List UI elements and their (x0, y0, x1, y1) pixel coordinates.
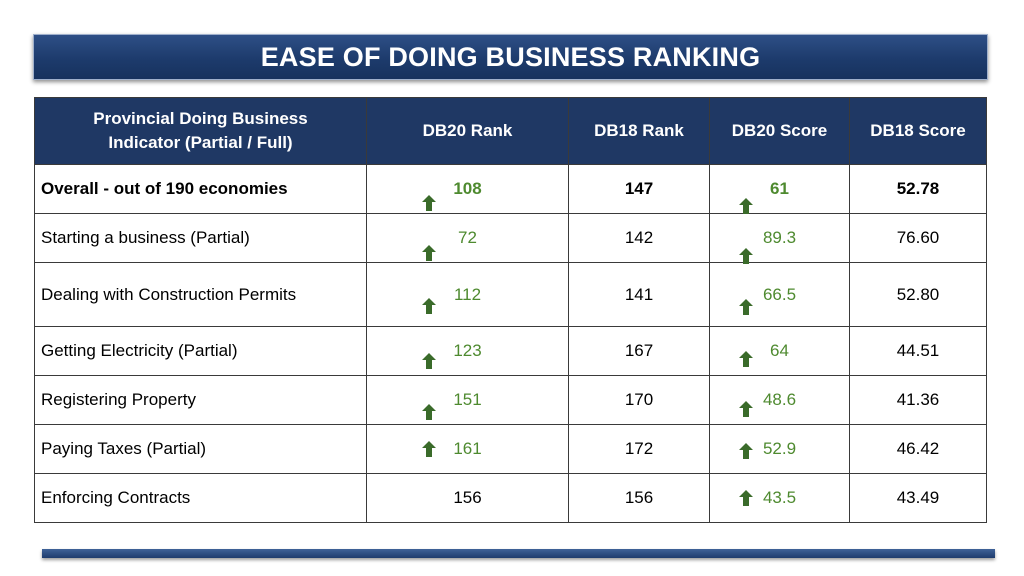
indicator-cell: Getting Electricity (Partial) (34, 326, 367, 376)
db20-score-cell: 48.6 (709, 375, 850, 425)
up-arrow-icon (422, 195, 436, 211)
title-bar: EASE OF DOING BUSINESS RANKING (33, 34, 988, 80)
ranking-table: Provincial Doing Business Indicator (Par… (34, 97, 987, 523)
db20-rank-cell: 161 (366, 424, 569, 474)
db20-rank-cell: 112 (366, 262, 569, 327)
db20-score-cell: 89.3 (709, 213, 850, 264)
db20-rank-cell: 151 (366, 375, 569, 425)
db18-rank-cell: 147 (568, 164, 710, 214)
up-arrow-icon (422, 404, 436, 420)
up-arrow-icon (422, 245, 436, 261)
indicator-cell: Overall - out of 190 economies (34, 164, 367, 214)
value: 64 (770, 341, 789, 360)
value: 89.3 (762, 228, 797, 247)
value: 108 (453, 179, 482, 198)
table-row: Enforcing Contracts 156 156 43.5 43.49 (34, 473, 987, 523)
up-arrow-icon (739, 299, 753, 315)
db18-rank-cell: 156 (568, 473, 710, 523)
header-indicator: Provincial Doing Business Indicator (Par… (34, 97, 367, 165)
value: 123 (453, 341, 482, 360)
db18-rank-cell: 141 (568, 262, 710, 327)
up-arrow-icon (422, 441, 436, 457)
table-row: Dealing with Construction Permits 112 14… (34, 262, 987, 327)
value: 66.5 (762, 284, 797, 304)
db18-score-cell: 44.51 (849, 326, 987, 376)
indicator-cell: Enforcing Contracts (34, 473, 367, 523)
up-arrow-icon (739, 351, 753, 367)
db18-score-cell: 76.60 (849, 213, 987, 263)
value: 43.5 (762, 488, 797, 507)
up-arrow-icon (422, 353, 436, 369)
table-row: Overall - out of 190 economies 108 147 6… (34, 164, 987, 214)
value: 112 (453, 284, 482, 304)
up-arrow-icon (422, 298, 436, 314)
value: 52.9 (762, 439, 797, 458)
up-arrow-icon (739, 248, 753, 264)
db18-score-cell: 52.80 (849, 262, 987, 327)
up-arrow-icon (739, 401, 753, 417)
value: 161 (453, 439, 482, 458)
indicator-cell: Starting a business (Partial) (34, 213, 367, 263)
db20-rank-cell: 156 (366, 473, 569, 523)
db18-score-cell: 43.49 (849, 473, 987, 523)
value: 48.6 (762, 390, 797, 409)
table-row: Getting Electricity (Partial) 123 167 64… (34, 326, 987, 376)
header-db18-rank: DB18 Rank (568, 97, 710, 165)
db18-score-cell: 52.78 (849, 164, 987, 214)
table-header-row: Provincial Doing Business Indicator (Par… (34, 97, 987, 165)
up-arrow-icon (739, 198, 753, 214)
header-db20-rank: DB20 Rank (366, 97, 569, 165)
db18-score-cell: 41.36 (849, 375, 987, 425)
table-row: Registering Property 151 170 48.6 41.36 (34, 375, 987, 425)
db20-score-cell: 43.5 (709, 473, 850, 523)
header-indicator-line1: Provincial Doing Business (93, 109, 308, 128)
db18-score-cell: 46.42 (849, 424, 987, 474)
indicator-cell: Paying Taxes (Partial) (34, 424, 367, 474)
up-arrow-icon (739, 490, 753, 506)
db20-score-cell: 66.5 (709, 262, 850, 327)
db20-score-cell: 64 (709, 326, 850, 376)
indicator-cell: Dealing with Construction Permits (34, 262, 367, 327)
value: 61 (770, 179, 789, 198)
table-row: Starting a business (Partial) 72 142 89.… (34, 213, 987, 264)
page-title: EASE OF DOING BUSINESS RANKING (260, 41, 761, 72)
db20-score-cell: 52.9 (709, 424, 850, 474)
db20-rank-cell: 108 (366, 164, 569, 214)
header-db18-score: DB18 Score (849, 97, 987, 165)
up-arrow-icon (739, 443, 753, 459)
db20-rank-cell: 72 (366, 213, 569, 263)
db18-rank-cell: 172 (568, 424, 710, 474)
db18-rank-cell: 142 (568, 213, 710, 263)
value: 72 (458, 228, 477, 247)
header-db20-score: DB20 Score (709, 97, 850, 165)
db18-rank-cell: 167 (568, 326, 710, 376)
header-indicator-line2: Indicator (Partial / Full) (108, 133, 293, 152)
db18-rank-cell: 170 (568, 375, 710, 425)
indicator-cell: Registering Property (34, 375, 367, 425)
db20-score-cell: 61 (709, 164, 850, 214)
value: 151 (453, 390, 482, 409)
footer-bar (42, 549, 995, 558)
table-row: Paying Taxes (Partial) 161 172 52.9 46.4… (34, 424, 987, 474)
db20-rank-cell: 123 (366, 326, 569, 376)
